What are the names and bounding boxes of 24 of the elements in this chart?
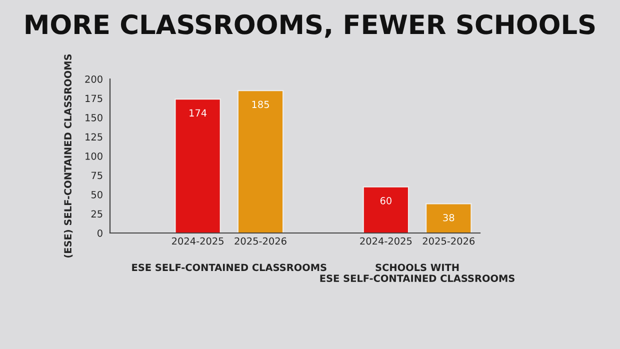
text: ESE SELF-CONTAINED CLASSROOMS bbox=[132, 264, 326, 272]
bar bbox=[174, 98, 221, 233]
y-tick-label: 200 bbox=[85, 75, 102, 83]
bar bbox=[362, 186, 410, 233]
y-axis-title: (ESE) SELF-CONTAINED CLASSROOMS bbox=[64, 54, 73, 258]
bar bbox=[237, 90, 284, 233]
y-tick-label: 125 bbox=[86, 133, 102, 141]
chart-title: MORE CLASSROOMS, FEWER SCHOOLS bbox=[26, 14, 595, 38]
y-tick-label: 50 bbox=[91, 190, 102, 198]
y-tick-label: 175 bbox=[86, 94, 102, 102]
y-tick-label: 25 bbox=[91, 210, 102, 218]
data-label: 174 bbox=[190, 109, 207, 116]
y-tick-label: 0 bbox=[98, 229, 102, 237]
data-label: 60 bbox=[380, 197, 392, 204]
x-tick-label: 2024-2025 bbox=[172, 237, 224, 245]
data-label: 38 bbox=[443, 214, 454, 222]
bar bbox=[426, 203, 472, 233]
y-tick-label: 75 bbox=[91, 172, 102, 180]
y-tick-label: 150 bbox=[86, 114, 102, 122]
x-tick-label: 2025-2026 bbox=[234, 237, 286, 245]
y-tick-label: 100 bbox=[86, 152, 102, 160]
x-tick-label: 2025-2026 bbox=[422, 237, 475, 245]
x-tick-label: 2024-2025 bbox=[360, 237, 412, 245]
data-label: 185 bbox=[252, 100, 269, 108]
